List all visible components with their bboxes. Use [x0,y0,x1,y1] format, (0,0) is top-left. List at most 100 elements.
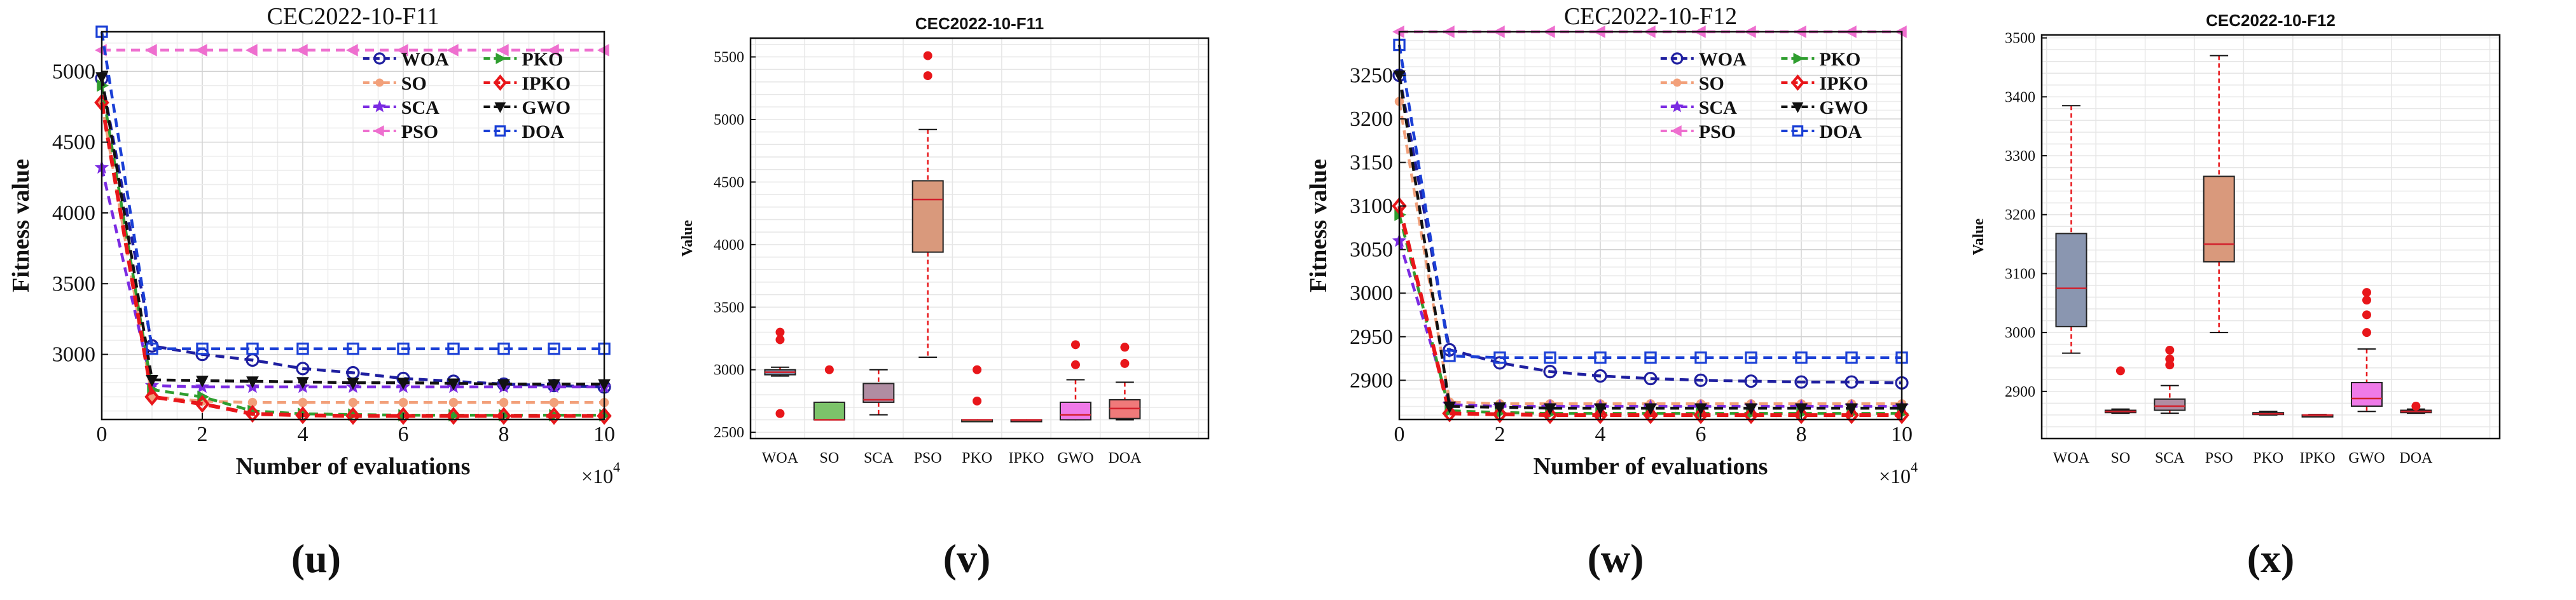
point-doa-1 [146,342,158,355]
x-axis-exponent-power: 4 [613,459,620,475]
legend-label: SO [401,73,427,94]
plot-area [2042,35,2500,439]
y-tick-label: 3000 [52,343,95,367]
legend: WOA PKO SO IPKO SCA GWO PSO DOA [1660,49,1868,142]
x-tick-label: 0 [1394,423,1405,446]
y-tick-label: 3500 [2005,31,2035,47]
y-tick-label: 3300 [2005,148,2035,165]
legend-label: PSO [1699,121,1736,142]
point-doa-8 [1795,351,1808,364]
axes-frame [100,31,606,421]
axes-frame [749,37,1210,440]
x-tick-label: 4 [1595,423,1606,446]
legend-label: WOA [401,49,449,70]
point-gwo-1 [1443,401,1456,414]
box-gwo [1059,340,1091,421]
tick-labels: 2500 3000 3500 4000 4500 5000 5500 WOA SO SCA PSO P… [714,50,1142,467]
axes-frame [1398,31,1903,421]
x-axis-label: Number of evaluations [236,453,471,480]
legend-marker-woa [373,52,386,65]
x-tick-label: SCA [2155,450,2185,467]
point-ipko-2 [1492,405,1507,423]
point-woa-5 [1644,371,1658,386]
series-line-gwo [1397,75,1902,410]
x-tick-label: 10 [1891,423,1913,446]
point-ipko-8 [1794,406,1809,425]
legend-marker-ipko [493,74,508,91]
legend-label: IPKO [522,73,571,94]
legend-marker-woa [1671,52,1684,65]
point-doa-7 [447,342,460,355]
box-woa [764,327,796,418]
point-doa-2 [1493,351,1506,364]
y-axis-label: Fitness value [8,159,34,292]
x-tick-label: GWO [2348,450,2385,467]
x-tick-label: IPKO [2300,450,2336,467]
point-gwo-8 [497,379,510,392]
panel-label-1: (v) [943,536,991,581]
point-pso-9 [547,44,559,57]
outlier-point [2116,366,2125,376]
point-so-5 [348,398,358,407]
y-axis-label: Value [679,220,696,257]
point-pso-8 [497,44,509,57]
legend-marker-gwo [1792,102,1804,113]
y-tick-label: 3100 [1350,194,1393,218]
point-doa-9 [1845,351,1858,364]
point-ipko-5 [345,407,361,425]
box-doa [2400,402,2432,414]
series-line-ipko [100,102,604,418]
point-pso-2 [195,44,207,57]
y-tick-label: 2900 [2005,384,2035,400]
outlier-point [2411,402,2421,411]
point-gwo-4 [1594,403,1607,416]
point-ipko-7 [446,407,461,425]
series-line-woa [1397,75,1902,385]
outlier-point [1070,360,1080,369]
point-woa-3 [1543,365,1557,379]
panel-label-0: (u) [291,536,341,581]
point-gwo-6 [1694,403,1707,416]
legend-entry-ipko: IPKO [1781,73,1868,94]
point-so-4 [298,398,308,407]
legend-label: GWO [1819,97,1868,118]
x-tick-label: PKO [2253,450,2283,467]
y-tick-label: 3050 [1350,238,1393,262]
x-tick-label: DOA [1108,450,1142,467]
legend: WOA PKO SO IPKO SCA GWO PSO DOA [363,49,571,142]
plot-area [751,38,1208,439]
legend-entry-sca: SCA [1660,97,1737,118]
series-line-gwo [100,76,604,386]
point-ipko-9 [1844,406,1859,425]
legend-label: PKO [522,49,563,70]
x-axis-label: Number of evaluations [1534,453,1768,480]
legend-marker-ipko [1790,74,1805,91]
box-chart-3: 2900 3000 3100 3200 3300 3400 3500 WOA SO SCA PSO P… [1970,11,2501,467]
point-so-8 [499,398,509,407]
x-tick-label: 6 [398,423,409,446]
point-woa-6 [1694,373,1708,387]
y-tick-label: 3500 [714,299,744,316]
legend-marker-sca [1670,100,1684,112]
legend-entry-doa: DOA [483,121,564,142]
outlier-point [973,396,982,406]
legend-entry-so: SO [363,73,427,94]
legend-entry-pko: PKO [1781,49,1860,70]
x-tick-label: 8 [1796,423,1807,446]
outlier-point [2165,360,2175,370]
y-tick-label: 2900 [1350,369,1393,392]
y-tick-label: 3250 [1350,64,1393,88]
legend-entry-gwo: GWO [483,97,571,118]
x-tick-label: PSO [2205,450,2233,467]
point-pso-10 [597,44,609,57]
point-pso-5 [346,44,358,57]
x-tick-label: SO [2111,450,2131,467]
outlier-point [2362,288,2371,297]
point-woa-8 [1794,375,1808,389]
legend-marker-pko [495,53,507,64]
point-ipko-1 [144,388,160,406]
point-ipko-10 [1894,406,1909,425]
line-chart-0: 0 2 4 6 8 10 3000 3500 4000 4500 5000 CEC2022-10-F1… [8,3,620,488]
x-tick-label: 2 [197,423,208,446]
point-doa-3 [246,342,259,355]
